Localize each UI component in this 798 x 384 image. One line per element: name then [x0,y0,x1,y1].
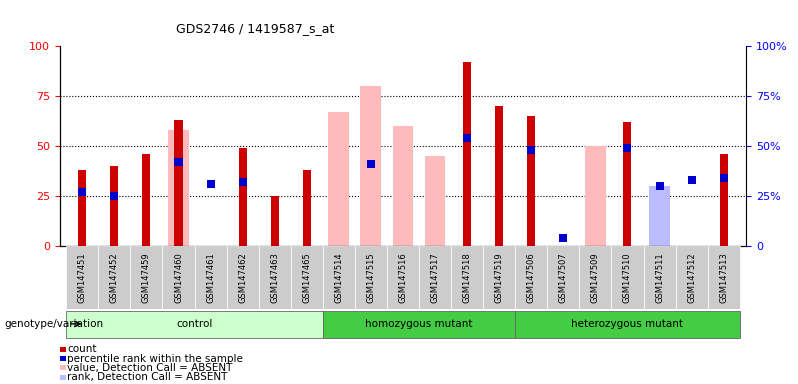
Bar [547,246,579,309]
Bar [425,156,445,246]
Bar [361,86,381,246]
Bar [516,311,740,338]
Bar [142,154,151,246]
Text: GSM147514: GSM147514 [334,252,343,303]
Bar [463,134,471,142]
Bar [207,180,215,188]
Text: GSM147510: GSM147510 [623,252,632,303]
Bar [676,246,708,309]
Bar [163,246,195,309]
Bar [110,166,118,246]
Text: GSM147452: GSM147452 [110,252,119,303]
Bar [451,246,483,309]
Text: GSM147509: GSM147509 [591,252,600,303]
Bar [623,122,631,246]
Text: GSM147512: GSM147512 [687,252,696,303]
Text: GSM147513: GSM147513 [719,252,729,303]
Text: GSM147516: GSM147516 [398,252,408,303]
Bar [355,246,387,309]
Bar [649,186,670,246]
Text: GSM147459: GSM147459 [142,252,151,303]
Text: genotype/variation: genotype/variation [4,319,103,329]
Bar [649,206,670,246]
Bar [168,130,189,246]
Bar [302,170,310,246]
Text: count: count [67,344,97,354]
Bar [367,160,375,168]
Bar [271,196,279,246]
Bar [78,170,86,246]
Bar [98,246,130,309]
Text: rank, Detection Call = ABSENT: rank, Detection Call = ABSENT [67,372,227,382]
Bar [66,246,98,309]
Bar [175,120,183,246]
Bar [579,246,611,309]
Text: GSM147519: GSM147519 [495,252,504,303]
Bar [463,62,471,246]
Bar [195,246,227,309]
Bar [130,246,163,309]
Bar [323,246,355,309]
Bar [387,246,419,309]
Bar [720,174,728,182]
Bar [708,246,740,309]
Bar [585,146,606,246]
Bar [393,126,413,246]
Text: GSM147461: GSM147461 [206,252,215,303]
Bar [720,154,728,246]
Text: GSM147463: GSM147463 [271,252,279,303]
Bar [611,246,643,309]
Text: homozygous mutant: homozygous mutant [365,319,472,329]
Bar [239,178,247,186]
Bar [239,148,247,246]
Bar [323,311,516,338]
Text: GSM147507: GSM147507 [559,252,568,303]
Text: value, Detection Call = ABSENT: value, Detection Call = ABSENT [67,363,232,373]
Bar [516,246,547,309]
Bar [527,116,535,246]
Bar [259,246,290,309]
Bar [175,158,183,166]
Bar [559,234,567,242]
Text: GSM147506: GSM147506 [527,252,535,303]
Text: heterozygous mutant: heterozygous mutant [571,319,683,329]
Bar [78,188,86,196]
Text: GSM147517: GSM147517 [431,252,440,303]
Text: percentile rank within the sample: percentile rank within the sample [67,354,243,364]
Text: GSM147451: GSM147451 [77,252,87,303]
Text: GDS2746 / 1419587_s_at: GDS2746 / 1419587_s_at [176,22,334,35]
Text: control: control [176,319,213,329]
Text: GSM147518: GSM147518 [463,252,472,303]
Bar [643,246,676,309]
Bar [655,182,664,190]
Bar [329,112,350,246]
Bar [227,246,259,309]
Text: GSM147511: GSM147511 [655,252,664,303]
Bar [290,246,323,309]
Bar [688,176,696,184]
Bar [66,311,323,338]
Text: GSM147465: GSM147465 [302,252,311,303]
Text: GSM147462: GSM147462 [238,252,247,303]
Bar [110,192,118,200]
Bar [483,246,516,309]
Text: GSM147460: GSM147460 [174,252,183,303]
Bar [419,246,451,309]
Bar [496,106,504,246]
Text: GSM147515: GSM147515 [366,252,375,303]
Bar [527,146,535,154]
Bar [623,144,631,152]
